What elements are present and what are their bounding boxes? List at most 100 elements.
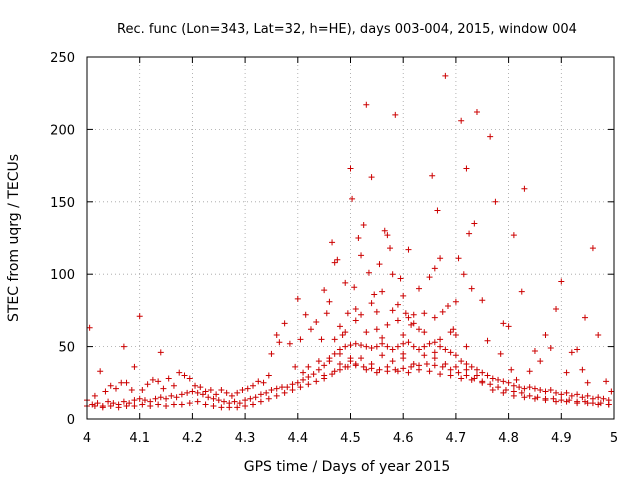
data-point xyxy=(268,350,275,357)
data-point xyxy=(273,385,280,392)
data-point xyxy=(510,382,517,389)
data-point xyxy=(595,401,602,408)
data-point xyxy=(305,363,312,370)
data-point xyxy=(471,375,478,382)
data-point xyxy=(110,400,117,407)
x-axis-ticks: 4 4.1 4.2 4.3 4.4 4.5 4.6 4.7 4.8 4.9 5 xyxy=(83,57,618,446)
data-point xyxy=(553,398,560,405)
data-point xyxy=(402,310,409,317)
data-point xyxy=(286,340,293,347)
y-axis-ticks: 0 50 100 150 200 250 xyxy=(50,51,614,428)
data-point xyxy=(597,400,604,407)
data-point xyxy=(128,387,135,394)
data-points xyxy=(84,72,615,411)
data-point xyxy=(439,308,446,315)
data-point xyxy=(473,372,480,379)
data-point xyxy=(136,313,143,320)
data-point xyxy=(363,329,370,336)
data-point xyxy=(439,363,446,370)
data-point xyxy=(405,369,412,376)
data-point xyxy=(516,384,523,391)
data-point xyxy=(500,320,507,327)
data-point xyxy=(542,332,549,339)
data-point xyxy=(321,372,328,379)
data-point xyxy=(400,350,407,357)
data-point xyxy=(289,381,296,388)
data-point xyxy=(373,343,380,350)
data-point xyxy=(352,305,359,312)
data-point xyxy=(379,334,386,341)
data-point xyxy=(600,395,607,402)
data-point xyxy=(202,388,209,395)
data-point xyxy=(431,339,438,346)
data-point xyxy=(363,343,370,350)
data-point xyxy=(526,384,533,391)
data-point xyxy=(471,220,478,227)
data-point xyxy=(221,398,228,405)
data-point xyxy=(199,391,206,398)
data-point xyxy=(502,387,509,394)
data-point xyxy=(452,332,459,339)
data-point xyxy=(244,385,251,392)
data-point xyxy=(416,346,423,353)
data-point xyxy=(384,232,391,239)
data-point xyxy=(518,389,525,396)
data-point xyxy=(226,404,233,411)
data-point xyxy=(336,323,343,330)
data-point xyxy=(437,343,444,350)
data-point xyxy=(363,101,370,108)
data-point xyxy=(582,314,589,321)
data-point xyxy=(568,392,575,399)
data-point xyxy=(394,343,401,350)
data-point xyxy=(265,372,272,379)
data-point xyxy=(437,255,444,262)
data-point xyxy=(542,397,549,404)
data-point xyxy=(421,310,428,317)
data-point xyxy=(463,360,470,367)
data-point xyxy=(305,374,312,381)
data-point xyxy=(468,285,475,292)
data-point xyxy=(405,246,412,253)
data-point xyxy=(410,311,417,318)
data-point xyxy=(205,394,212,401)
data-point xyxy=(260,379,267,386)
data-point xyxy=(531,347,538,354)
data-point xyxy=(447,329,454,336)
data-point xyxy=(384,321,391,328)
data-point xyxy=(178,391,185,398)
data-point xyxy=(336,366,343,373)
y-tick-label: 200 xyxy=(50,123,75,138)
data-point xyxy=(400,292,407,299)
data-point xyxy=(368,174,375,181)
data-point xyxy=(297,384,304,391)
data-point xyxy=(447,372,454,379)
y-axis-label: STEC from uqrg / TECUs xyxy=(6,154,22,322)
data-point xyxy=(141,397,148,404)
data-point xyxy=(373,326,380,333)
data-point xyxy=(508,366,515,373)
data-point xyxy=(170,382,177,389)
data-point xyxy=(373,308,380,315)
data-point xyxy=(526,368,533,375)
data-point xyxy=(347,342,354,349)
data-point xyxy=(489,387,496,394)
data-point xyxy=(495,376,502,383)
data-point xyxy=(408,321,415,328)
data-point xyxy=(273,392,280,399)
data-point xyxy=(186,400,193,407)
data-point xyxy=(315,358,322,365)
data-point xyxy=(326,355,333,362)
data-point xyxy=(297,336,304,343)
x-tick-label: 4.4 xyxy=(287,431,308,446)
data-point xyxy=(455,255,462,262)
data-point xyxy=(473,109,480,116)
data-point xyxy=(91,392,98,399)
data-point xyxy=(447,366,454,373)
data-point xyxy=(118,379,125,386)
data-point xyxy=(347,355,354,362)
data-point xyxy=(351,284,358,291)
data-point xyxy=(510,232,517,239)
data-point xyxy=(376,261,383,268)
x-axis-label: GPS time / Days of year 2015 xyxy=(244,459,451,475)
